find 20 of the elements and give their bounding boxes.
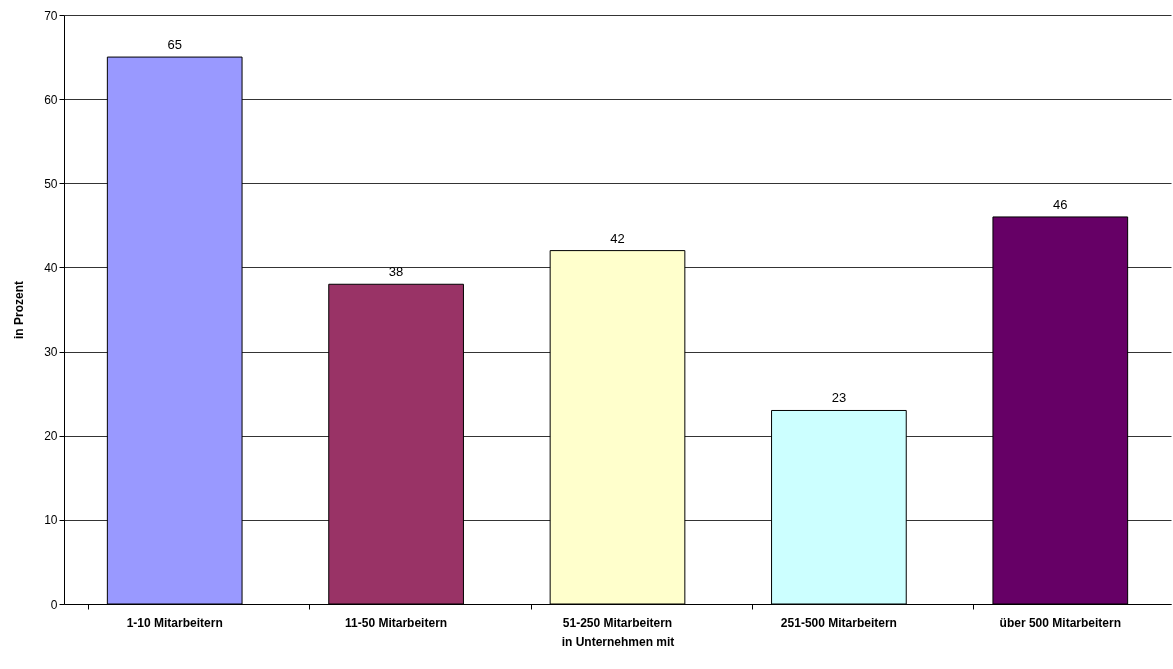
y-tick-label: 20: [44, 429, 58, 444]
y-tick-label: 10: [44, 513, 58, 528]
x-tick-label: 1-10 Mitarbeitern: [126, 615, 223, 630]
y-tick-label: 70: [44, 8, 58, 23]
x-tick-label: 51-250 Mitarbeitern: [562, 615, 673, 630]
data-label: 23: [831, 390, 847, 406]
x-tick-label: 251-500 Mitarbeitern: [780, 615, 897, 630]
y-tick-label: 30: [44, 345, 58, 360]
x-axis-title: in Unternehmen mit: [561, 634, 675, 649]
data-label: 38: [388, 264, 404, 280]
data-label: 46: [1053, 196, 1068, 212]
y-tick-label: 60: [44, 92, 58, 107]
y-tick-label: 40: [44, 260, 58, 275]
data-label: 42: [610, 230, 625, 246]
x-tick-label: 11-50 Mitarbeitern: [345, 615, 448, 630]
data-label: 65: [167, 37, 182, 53]
y-axis-title: in Prozent: [12, 280, 27, 340]
y-tick-label: 50: [44, 176, 58, 191]
y-tick-label: 0: [50, 597, 58, 612]
x-tick-label: über 500 Mitarbeitern: [999, 615, 1121, 630]
